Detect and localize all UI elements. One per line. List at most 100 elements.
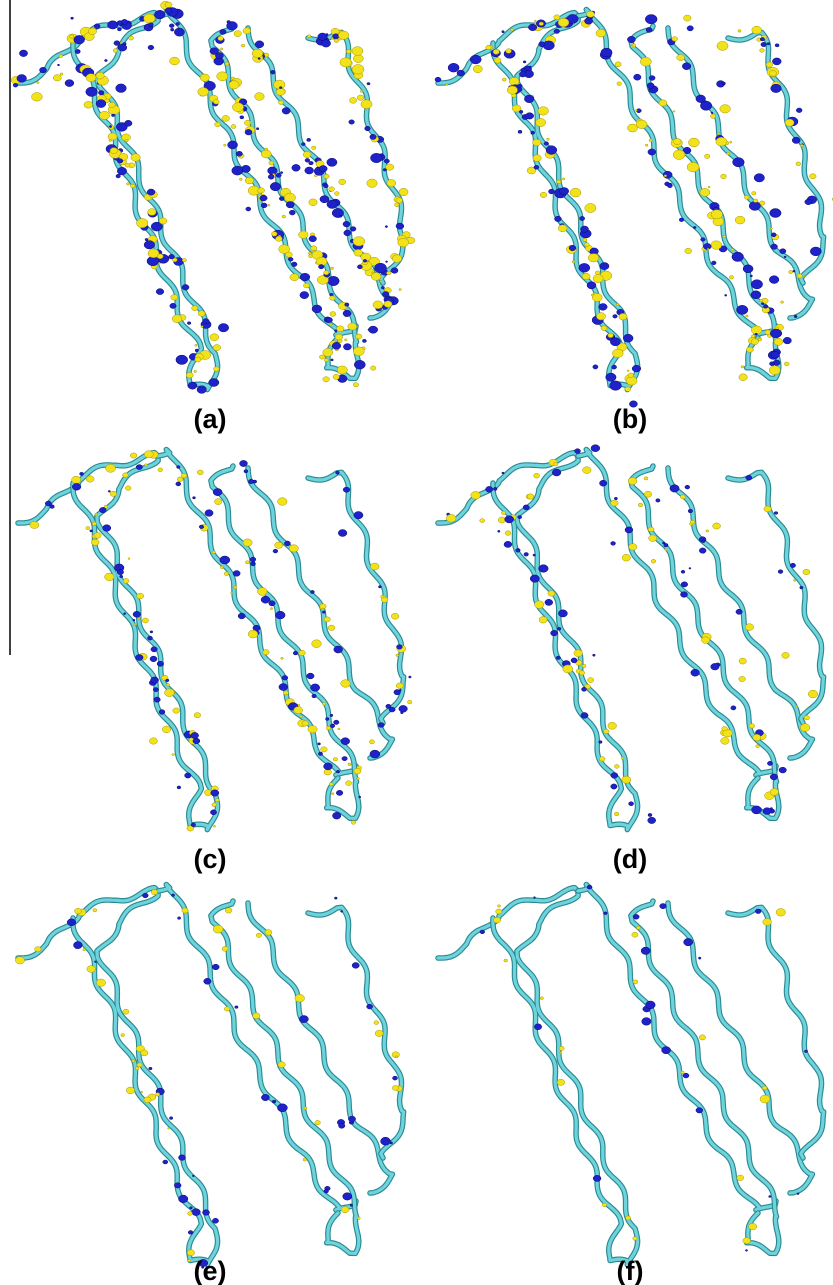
blue-density	[75, 49, 80, 53]
blue-density	[363, 259, 367, 262]
blue-density	[784, 256, 786, 258]
blue-density	[533, 554, 536, 556]
yellow-density	[324, 617, 330, 622]
yellow-density	[579, 671, 584, 675]
blue-density	[685, 485, 690, 489]
yellow-density	[659, 100, 667, 106]
yellow-density	[547, 138, 550, 140]
yellow-density	[157, 254, 163, 259]
blue-density	[116, 84, 127, 93]
blue-density	[696, 1108, 703, 1113]
yellow-density	[270, 608, 272, 610]
yellow-density	[612, 349, 623, 358]
yellow-density	[539, 617, 547, 624]
yellow-density	[534, 20, 536, 22]
yellow-density	[95, 513, 98, 515]
blue-density	[319, 265, 324, 269]
yellow-density	[381, 595, 384, 598]
blue-density	[156, 289, 164, 295]
yellow-density	[745, 624, 753, 631]
blue-density	[67, 919, 76, 926]
blue-density	[171, 28, 174, 31]
blue-density	[185, 773, 191, 778]
blue-density	[611, 784, 617, 789]
yellow-density	[304, 1107, 307, 1110]
yellow-density	[711, 210, 722, 219]
blue-density	[309, 161, 313, 164]
yellow-density	[739, 658, 746, 664]
blue-density	[375, 263, 387, 273]
blue-density	[169, 254, 175, 259]
blue-density	[599, 741, 602, 744]
blue-density	[794, 315, 797, 317]
yellow-density	[283, 691, 288, 695]
yellow-density	[784, 362, 789, 366]
yellow-density	[752, 26, 762, 34]
yellow-density	[213, 345, 221, 351]
yellow-density	[384, 301, 392, 307]
yellow-density	[59, 55, 63, 58]
blue-density	[40, 67, 47, 73]
blue-density	[210, 810, 216, 815]
yellow-density	[302, 721, 309, 726]
blue-density	[518, 130, 522, 133]
yellow-density	[231, 592, 233, 594]
blue-density	[176, 482, 181, 486]
yellow-density	[762, 1086, 767, 1090]
blue-density	[333, 812, 341, 819]
yellow-density	[386, 164, 394, 170]
yellow-density	[622, 776, 631, 783]
blue-density	[210, 48, 219, 55]
yellow-density	[225, 62, 229, 65]
blue-density	[357, 265, 362, 269]
yellow-density	[705, 154, 710, 158]
yellow-density	[611, 500, 619, 506]
blue-density	[516, 548, 521, 552]
yellow-density	[278, 1062, 285, 1068]
yellow-density	[309, 199, 317, 206]
yellow-density	[496, 909, 502, 914]
yellow-density	[644, 477, 648, 480]
yellow-density	[330, 296, 336, 300]
blue-density	[648, 813, 652, 816]
blue-density	[354, 512, 363, 519]
blue-density	[268, 174, 274, 179]
yellow-density	[195, 344, 197, 346]
blue-density	[199, 525, 204, 529]
blue-density	[531, 131, 535, 134]
blue-density	[322, 611, 325, 613]
yellow-density	[83, 948, 86, 950]
yellow-density	[70, 35, 74, 38]
yellow-density	[278, 101, 283, 105]
blue-density	[72, 483, 81, 490]
yellow-density	[644, 491, 651, 497]
blue-density	[334, 720, 339, 724]
blue-density	[276, 173, 281, 177]
yellow-density	[182, 908, 188, 913]
blue-density	[805, 199, 812, 205]
blue-density	[19, 50, 27, 57]
yellow-density	[220, 48, 222, 50]
yellow-density	[195, 357, 201, 362]
yellow-density	[212, 803, 217, 807]
yellow-density	[708, 186, 710, 188]
blue-density	[610, 381, 622, 390]
blue-density	[528, 24, 536, 31]
yellow-density	[608, 333, 614, 337]
blue-density	[125, 120, 132, 126]
yellow-density	[387, 271, 392, 275]
blue-density	[551, 630, 558, 636]
yellow-density	[348, 323, 357, 330]
blue-density	[332, 342, 341, 349]
yellow-density	[392, 1086, 398, 1091]
yellow-density	[324, 271, 329, 275]
blue-density	[270, 182, 280, 190]
panel	[435, 10, 833, 408]
yellow-density	[765, 330, 771, 335]
yellow-density	[357, 777, 360, 779]
blue-density	[96, 100, 106, 108]
yellow-density	[323, 348, 333, 356]
yellow-density	[141, 1050, 148, 1056]
yellow-density	[754, 199, 758, 202]
blue-density	[699, 548, 706, 553]
